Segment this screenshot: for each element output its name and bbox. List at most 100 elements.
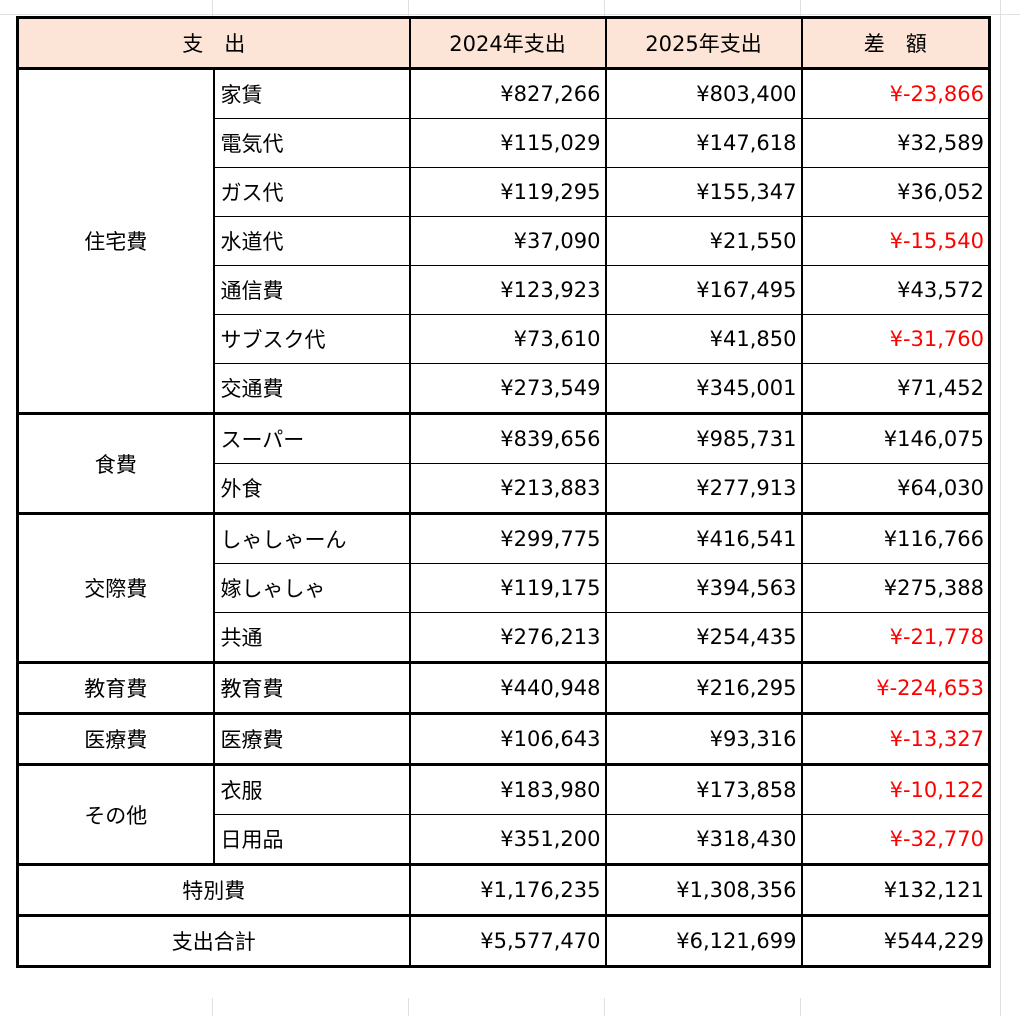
item-row: 外食 ¥213,883 ¥277,913 ¥64,030: [17, 463, 991, 514]
difference: ¥-23,866: [800, 67, 991, 119]
item-row: 教育費 教育費 ¥440,948 ¥216,295 ¥-224,653: [16, 661, 991, 715]
total-label: 特別費: [16, 863, 411, 916]
difference: ¥36,052: [800, 167, 991, 217]
value-2025: ¥985,731: [604, 412, 803, 464]
difference: ¥275,388: [800, 563, 991, 613]
difference: ¥-31,760: [800, 314, 991, 364]
header-cell: 2024年支出: [408, 17, 607, 70]
difference: ¥132,121: [800, 863, 991, 916]
grid-line: [800, 998, 801, 1016]
value-2024: ¥119,295: [408, 167, 607, 217]
value-2025: ¥254,435: [604, 612, 803, 663]
item-row: その他 衣服 ¥183,980 ¥173,858 ¥-10,122: [16, 763, 991, 866]
value-2024: ¥351,200: [408, 814, 607, 865]
item-name: サブスク代: [212, 314, 411, 364]
header-cell: 支 出: [16, 17, 411, 70]
value-2024: ¥839,656: [408, 412, 607, 464]
item-row: 住宅費 家賃 ¥827,266 ¥803,400 ¥-23,866: [16, 67, 991, 415]
difference: ¥-21,778: [800, 612, 991, 663]
grid-line: [212, 0, 213, 16]
value-2025: ¥41,850: [604, 314, 803, 364]
grid-line: [800, 0, 801, 16]
value-2025: ¥173,858: [604, 763, 803, 815]
item-row: 日用品 ¥351,200 ¥318,430 ¥-32,770: [17, 814, 991, 865]
value-2024: ¥1,176,235: [408, 863, 607, 916]
item-row: 水道代 ¥37,090 ¥21,550 ¥-15,540: [18, 216, 991, 266]
grid-line: [1000, 0, 1001, 1016]
item-name: 嫁しゃしゃ: [212, 563, 411, 613]
value-2025: ¥216,295: [604, 661, 803, 714]
total-label: 支出合計: [16, 914, 411, 967]
difference: ¥-15,540: [800, 216, 991, 266]
item-name: 水道代: [212, 216, 411, 266]
value-2024: ¥123,923: [408, 265, 607, 315]
total-row: 支出合計 ¥5,577,470 ¥6,121,699 ¥544,229: [16, 914, 991, 967]
value-2025: ¥803,400: [604, 67, 803, 119]
item-name: 共通: [212, 612, 411, 663]
grid-line: [408, 998, 409, 1016]
item-name: 教育費: [212, 661, 411, 714]
value-2025: ¥155,347: [604, 167, 803, 217]
difference: ¥64,030: [800, 463, 991, 514]
item-name: スーパー: [212, 412, 411, 464]
item-name: 外食: [212, 463, 411, 514]
value-2024: ¥37,090: [408, 216, 607, 266]
header-cell: 2025年支出: [604, 17, 803, 70]
difference: ¥116,766: [800, 512, 991, 564]
item-row: 共通 ¥276,213 ¥254,435 ¥-21,778: [17, 612, 991, 663]
grid-line: [0, 14, 1020, 15]
category-cell: 食費: [16, 412, 215, 515]
header-cell: 差 額: [800, 17, 991, 70]
grid-line: [604, 0, 605, 16]
value-2025: ¥416,541: [604, 512, 803, 564]
value-2025: ¥1,308,356: [604, 863, 803, 916]
value-2025: ¥277,913: [604, 463, 803, 514]
item-row: 食費 スーパー ¥839,656 ¥985,731 ¥146,075: [16, 412, 991, 515]
category-cell: 医療費: [16, 712, 215, 766]
difference: ¥544,229: [800, 914, 991, 967]
item-row: 嫁しゃしゃ ¥119,175 ¥394,563 ¥275,388: [18, 563, 991, 613]
value-2024: ¥73,610: [408, 314, 607, 364]
value-2024: ¥299,775: [408, 512, 607, 564]
item-name: 家賃: [212, 67, 411, 119]
value-2025: ¥345,001: [604, 363, 803, 414]
value-2024: ¥5,577,470: [408, 914, 607, 967]
grid-line: [604, 998, 605, 1016]
value-2024: ¥440,948: [408, 661, 607, 714]
value-2024: ¥276,213: [408, 612, 607, 663]
value-2025: ¥93,316: [604, 712, 803, 765]
value-2024: ¥119,175: [408, 563, 607, 613]
value-2025: ¥147,618: [604, 118, 803, 168]
difference: ¥-224,653: [800, 661, 991, 714]
item-name: 通信費: [212, 265, 411, 315]
value-2024: ¥183,980: [408, 763, 607, 815]
value-2024: ¥115,029: [408, 118, 607, 168]
difference: ¥43,572: [800, 265, 991, 315]
total-row: 特別費 ¥1,176,235 ¥1,308,356 ¥132,121: [16, 863, 991, 916]
value-2024: ¥827,266: [408, 67, 607, 119]
item-row: 医療費 医療費 ¥106,643 ¥93,316 ¥-13,327: [16, 712, 991, 766]
grid-line: [212, 998, 213, 1016]
value-2025: ¥21,550: [604, 216, 803, 266]
item-name: ガス代: [212, 167, 411, 217]
item-row: 交際費 しゃしゃーん ¥299,775 ¥416,541 ¥116,766: [16, 512, 991, 664]
difference: ¥71,452: [800, 363, 991, 414]
expense-table: 支 出 2024年支出 2025年支出差 額住宅費 家賃 ¥827,266 ¥803,40…: [16, 16, 991, 968]
difference: ¥146,075: [800, 412, 991, 464]
value-2025: ¥394,563: [604, 563, 803, 613]
item-name: 交通費: [212, 363, 411, 414]
value-2024: ¥273,549: [408, 363, 607, 414]
item-row: 電気代 ¥115,029 ¥147,618 ¥32,589: [18, 118, 991, 168]
difference: ¥32,589: [800, 118, 991, 168]
item-row: 交通費 ¥273,549 ¥345,001 ¥71,452: [17, 363, 991, 414]
item-name: しゃしゃーん: [212, 512, 411, 564]
difference: ¥-32,770: [800, 814, 991, 865]
item-name: 電気代: [212, 118, 411, 168]
item-name: 医療費: [212, 712, 411, 765]
value-2024: ¥106,643: [408, 712, 607, 765]
value-2025: ¥6,121,699: [604, 914, 803, 967]
category-cell: その他: [16, 763, 215, 866]
grid-line: [408, 0, 409, 16]
difference: ¥-13,327: [800, 712, 991, 765]
